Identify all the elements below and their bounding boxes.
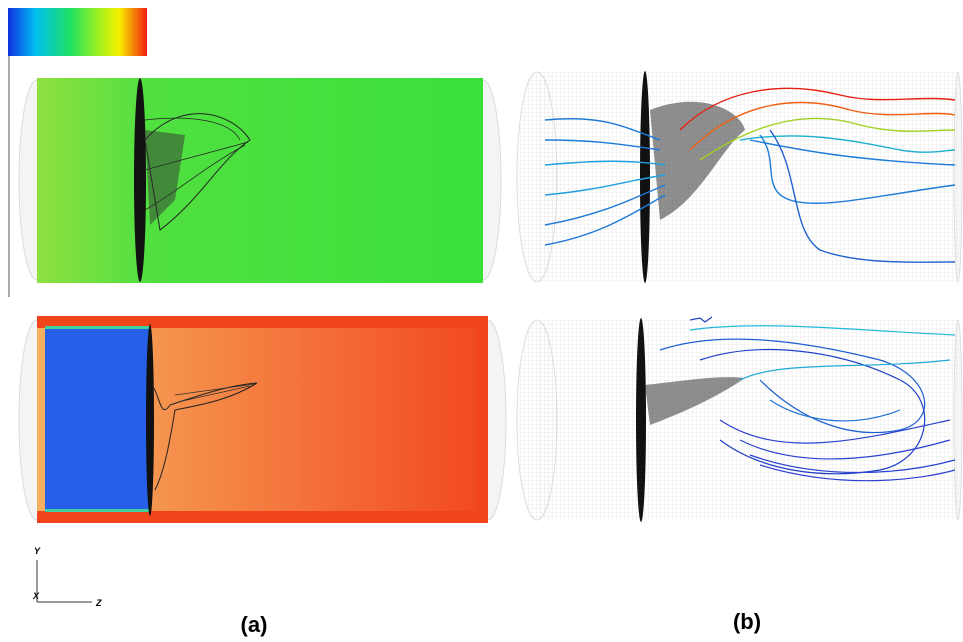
axis-label: Z [95,598,102,608]
panel-a-bottom [19,316,506,523]
colorbar [8,8,147,56]
axis-label: X [32,591,40,601]
panel-b-top [517,71,962,283]
panel-label: (b) [733,609,761,634]
panel-label: (a) [241,612,268,637]
axis-triad: Y X Z [32,546,102,608]
figure: Y X Z (a) (b) [0,0,963,642]
axis-label: Y [34,546,41,556]
panel-a-top [19,78,501,283]
panel-b-bottom [517,317,962,522]
